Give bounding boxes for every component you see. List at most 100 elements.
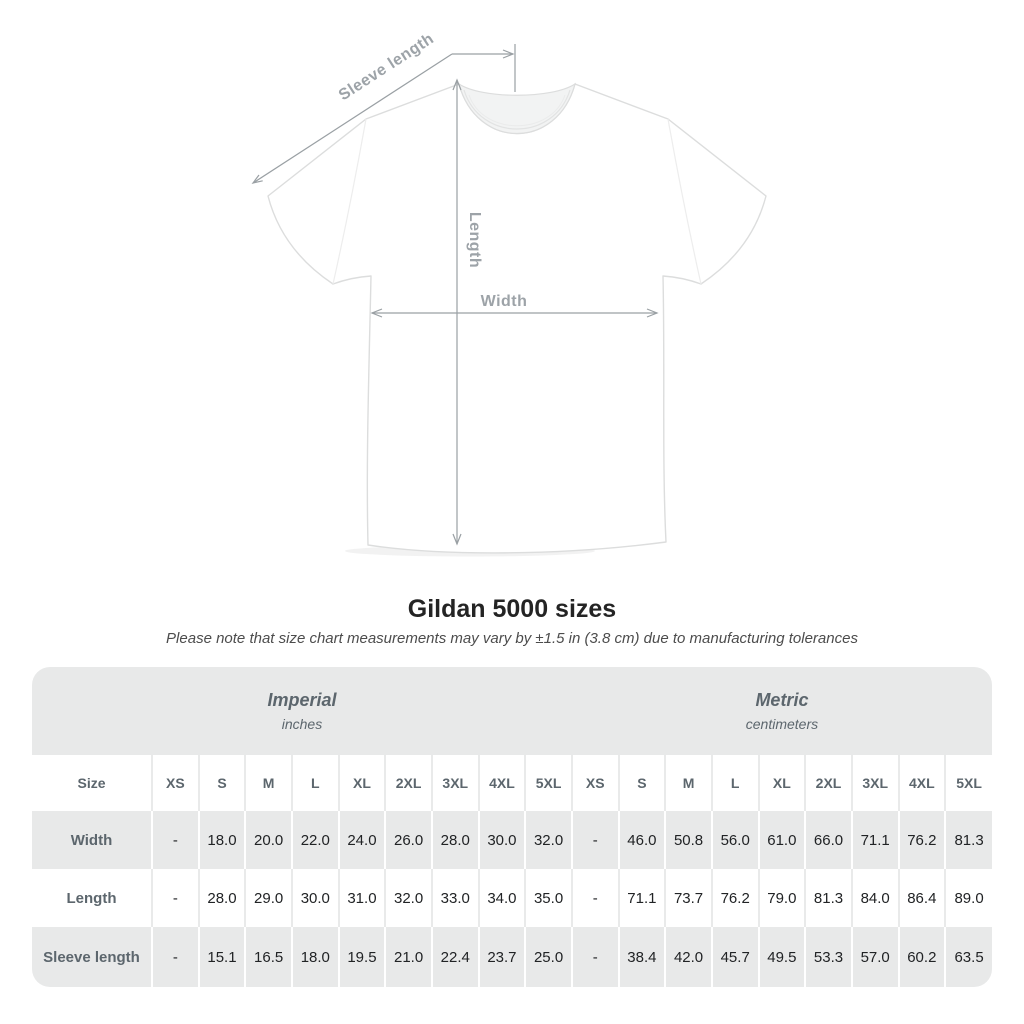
value-cell: 84.0 bbox=[850, 869, 899, 927]
size-header-metric-l: L bbox=[710, 755, 759, 811]
size-header-metric-4xl: 4XL bbox=[897, 755, 946, 811]
length-label: Length bbox=[466, 212, 483, 268]
size-header-row: Size XS S M L XL 2XL 3XL 4XL 5XL XS S M … bbox=[32, 755, 992, 811]
title-block: Gildan 5000 sizes Please note that size … bbox=[0, 594, 1024, 649]
collar-ribbing-inner bbox=[468, 94, 566, 127]
imperial-unit: inches bbox=[281, 716, 323, 732]
value-cell: 46.0 bbox=[617, 811, 666, 869]
value-cell: 18.0 bbox=[197, 811, 246, 869]
value-cell: 63.5 bbox=[944, 927, 992, 987]
left-sleeve-seam bbox=[332, 118, 367, 285]
size-chart-table: Imperial inches Metric centimeters Size … bbox=[32, 667, 992, 987]
size-header-imperial-l: L bbox=[290, 755, 339, 811]
width-arrow bbox=[370, 308, 659, 318]
table-row-sleeve-length: Sleeve length - 15.1 16.5 18.0 19.5 21.0… bbox=[32, 927, 992, 987]
value-cell: 24.0 bbox=[337, 811, 386, 869]
value-cell: 31.0 bbox=[337, 869, 386, 927]
value-cell: 23.7 bbox=[477, 927, 526, 987]
tshirt-measurement-diagram: Sleeve length Length Width bbox=[251, 30, 767, 557]
value-cell: 25.0 bbox=[524, 927, 572, 987]
tshirt-outline bbox=[267, 83, 767, 554]
value-cell: 73.7 bbox=[664, 869, 712, 927]
length-arrow bbox=[452, 78, 462, 546]
value-cell: 79.0 bbox=[757, 869, 806, 927]
size-header-metric-xl: XL bbox=[757, 755, 806, 811]
value-cell: 22.4 bbox=[430, 927, 479, 987]
size-header-imperial-5xl: 5XL bbox=[524, 755, 572, 811]
value-cell: 76.2 bbox=[897, 811, 946, 869]
value-cell: 76.2 bbox=[710, 869, 759, 927]
unit-group-header-row: Imperial inches Metric centimeters bbox=[32, 667, 992, 755]
size-header-imperial-3xl: 3XL bbox=[430, 755, 479, 811]
size-header-metric-2xl: 2XL bbox=[804, 755, 852, 811]
value-cell: 16.5 bbox=[244, 927, 292, 987]
size-header-imperial-xl: XL bbox=[337, 755, 386, 811]
table-row-length: Length - 28.0 29.0 30.0 31.0 32.0 33.0 3… bbox=[32, 869, 992, 927]
size-header-imperial-s: S bbox=[197, 755, 246, 811]
table-row-width: Width - 18.0 20.0 22.0 24.0 26.0 28.0 30… bbox=[32, 811, 992, 869]
page-subtitle: Please note that size chart measurements… bbox=[166, 630, 858, 647]
value-cell: - bbox=[151, 811, 199, 869]
size-header-imperial-m: M bbox=[244, 755, 292, 811]
size-header-imperial-4xl: 4XL bbox=[477, 755, 526, 811]
value-cell: 32.0 bbox=[384, 869, 432, 927]
value-cell: 26.0 bbox=[384, 811, 432, 869]
right-sleeve-seam bbox=[667, 118, 702, 285]
row-label: Width bbox=[70, 831, 113, 849]
value-cell: 29.0 bbox=[244, 869, 292, 927]
collar-ribbing-outer bbox=[463, 89, 571, 130]
size-header-imperial-xs: XS bbox=[151, 755, 199, 811]
imperial-title: Imperial bbox=[267, 690, 337, 710]
size-column-header: Size bbox=[77, 775, 106, 791]
value-cell: 71.1 bbox=[850, 811, 899, 869]
value-cell: 15.1 bbox=[197, 927, 246, 987]
value-cell: 61.0 bbox=[757, 811, 806, 869]
value-cell: 50.8 bbox=[664, 811, 712, 869]
value-cell: 81.3 bbox=[944, 811, 992, 869]
tshirt-illustration: Sleeve length Length Width bbox=[251, 30, 767, 557]
value-cell: 81.3 bbox=[804, 869, 852, 927]
metric-title: Metric bbox=[755, 690, 809, 710]
value-cell: - bbox=[570, 811, 619, 869]
row-label: Length bbox=[66, 889, 117, 907]
value-cell: 89.0 bbox=[944, 869, 992, 927]
value-cell: 30.0 bbox=[477, 811, 526, 869]
value-cell: 45.7 bbox=[710, 927, 759, 987]
value-cell: 19.5 bbox=[337, 927, 386, 987]
value-cell: 60.2 bbox=[897, 927, 946, 987]
value-cell: 71.1 bbox=[617, 869, 666, 927]
size-header-metric-m: M bbox=[664, 755, 712, 811]
size-header-metric-3xl: 3XL bbox=[850, 755, 899, 811]
value-cell: 21.0 bbox=[384, 927, 432, 987]
page-title: Gildan 5000 sizes bbox=[407, 595, 617, 623]
value-cell: - bbox=[151, 869, 199, 927]
value-cell: - bbox=[151, 927, 199, 987]
value-cell: 49.5 bbox=[757, 927, 806, 987]
value-cell: 30.0 bbox=[290, 869, 339, 927]
group-header-imperial: Imperial inches bbox=[32, 667, 572, 755]
value-cell: 86.4 bbox=[897, 869, 946, 927]
value-cell: - bbox=[570, 927, 619, 987]
row-label: Sleeve length bbox=[43, 948, 140, 966]
value-cell: 22.0 bbox=[290, 811, 339, 869]
value-cell: 28.0 bbox=[430, 811, 479, 869]
width-label: Width bbox=[481, 293, 528, 310]
value-cell: 28.0 bbox=[197, 869, 246, 927]
size-header-metric-xs: XS bbox=[570, 755, 619, 811]
metric-unit: centimeters bbox=[745, 716, 819, 732]
value-cell: 32.0 bbox=[524, 811, 572, 869]
value-cell: 35.0 bbox=[524, 869, 572, 927]
size-header-imperial-2xl: 2XL bbox=[384, 755, 432, 811]
size-header-metric-5xl: 5XL bbox=[944, 755, 992, 811]
value-cell: - bbox=[570, 869, 619, 927]
value-cell: 20.0 bbox=[244, 811, 292, 869]
value-cell: 34.0 bbox=[477, 869, 526, 927]
value-cell: 57.0 bbox=[850, 927, 899, 987]
value-cell: 18.0 bbox=[290, 927, 339, 987]
value-cell: 53.3 bbox=[804, 927, 852, 987]
group-header-metric: Metric centimeters bbox=[572, 667, 992, 755]
size-header-metric-s: S bbox=[617, 755, 666, 811]
value-cell: 33.0 bbox=[430, 869, 479, 927]
value-cell: 42.0 bbox=[664, 927, 712, 987]
value-cell: 38.4 bbox=[617, 927, 666, 987]
